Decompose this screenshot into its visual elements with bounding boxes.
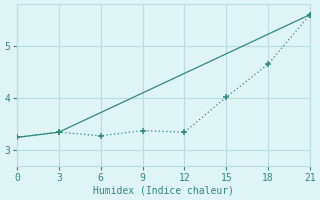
X-axis label: Humidex (Indice chaleur): Humidex (Indice chaleur) [93, 186, 234, 196]
